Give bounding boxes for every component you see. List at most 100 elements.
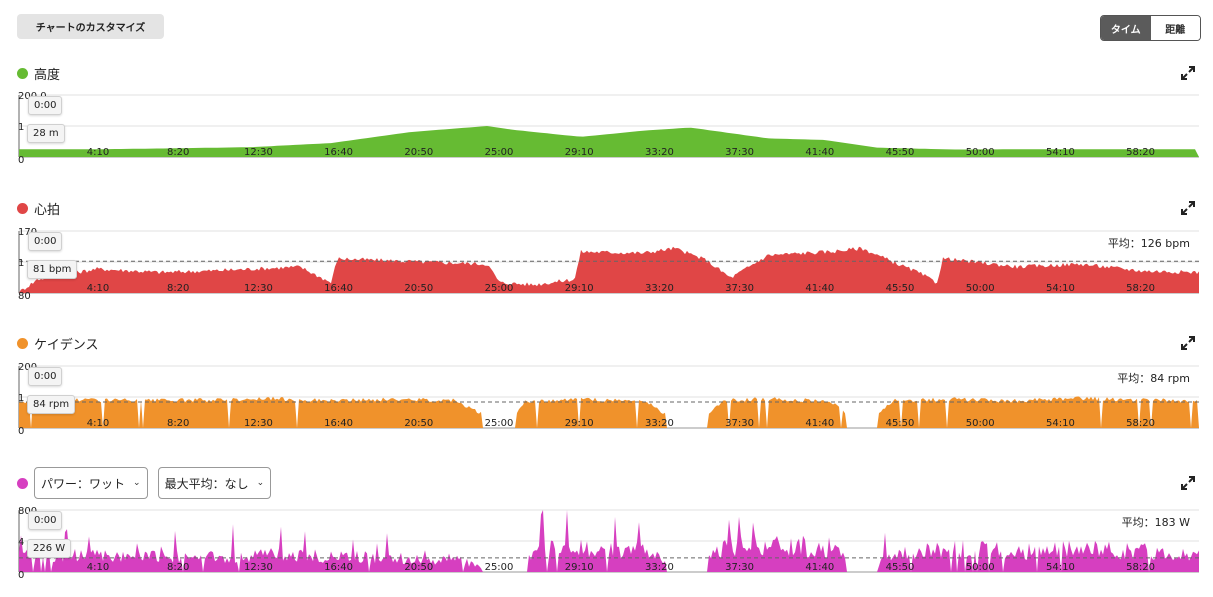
y-tick-label: 0 — [18, 155, 24, 166]
x-tick-label: 16:40 — [324, 562, 353, 573]
average-label: 平均：84 rpm — [1117, 372, 1190, 385]
x-tick-label: 54:10 — [1046, 147, 1075, 158]
x-tick-label: 41:40 — [805, 283, 834, 294]
x-tick-label: 33:20 — [645, 418, 674, 429]
x-tick-label: 8:20 — [167, 418, 189, 429]
y-tick-label: 1 — [18, 258, 24, 269]
y-tick-label: 1 — [18, 393, 24, 404]
panel-header: パワー：ワット ⌄ 最大平均：なし ⌄ — [17, 466, 281, 500]
x-tick-label: 25:00 — [485, 418, 514, 429]
max-average-dropdown[interactable]: 最大平均：なし ⌄ — [157, 467, 272, 499]
x-tick-label: 50:00 — [966, 283, 995, 294]
x-tick-label: 58:20 — [1126, 147, 1155, 158]
tooltip-value: 81 bpm — [27, 260, 78, 279]
distance-toggle-button[interactable]: 距離 — [1150, 16, 1200, 40]
panel-title: 心拍 — [34, 202, 61, 218]
x-tick-label: 20:50 — [404, 562, 433, 573]
x-tick-label: 4:10 — [87, 418, 109, 429]
metric-dropdown[interactable]: パワー：ワット ⌄ — [34, 467, 148, 499]
x-tick-label: 20:50 — [404, 418, 433, 429]
x-tick-label: 54:10 — [1046, 562, 1075, 573]
x-tick-label: 33:20 — [645, 147, 674, 158]
x-tick-label: 29:10 — [565, 147, 594, 158]
power-panel: パワー：ワット ⌄ 最大平均：なし ⌄ — [0, 466, 1213, 586]
x-tick-label: 8:20 — [167, 283, 189, 294]
x-tick-label: 50:00 — [966, 562, 995, 573]
x-tick-label: 45:50 — [886, 418, 915, 429]
x-tick-label: 12:30 — [244, 147, 273, 158]
x-tick-label: 33:20 — [645, 283, 674, 294]
panel-title: ケイデンス — [34, 337, 99, 353]
x-tick-label: 12:30 — [244, 418, 273, 429]
x-tick-label: 20:50 — [404, 147, 433, 158]
tooltip-time: 0:00 — [28, 511, 63, 530]
tooltip-time: 0:00 — [28, 96, 63, 115]
chevron-down-icon: ⌄ — [256, 478, 265, 488]
max-average-dropdown-value: 最大平均：なし — [164, 476, 249, 491]
chevron-down-icon: ⌄ — [133, 478, 141, 488]
cadence-area-series — [19, 396, 1199, 428]
customize-chart-button[interactable]: チャートのカスタマイズ — [17, 14, 164, 39]
x-tick-label: 25:00 — [485, 283, 514, 294]
x-tick-label: 50:00 — [966, 418, 995, 429]
y-tick-label: 0 — [18, 570, 24, 581]
expand-icon[interactable] — [1181, 476, 1195, 490]
x-tick-label: 29:10 — [565, 283, 594, 294]
x-tick-label: 4:10 — [87, 562, 109, 573]
time-distance-toggle: タイム 距離 — [1100, 15, 1201, 41]
x-tick-label: 54:10 — [1046, 418, 1075, 429]
x-tick-label: 45:50 — [886, 147, 915, 158]
x-tick-label: 45:50 — [886, 562, 915, 573]
y-tick-label: 1 — [18, 122, 24, 133]
x-tick-label: 37:30 — [725, 147, 754, 158]
x-tick-label: 25:00 — [485, 147, 514, 158]
panel-header: 高度 — [17, 58, 60, 88]
x-tick-label: 20:50 — [404, 283, 433, 294]
x-tick-label: 58:20 — [1126, 562, 1155, 573]
y-tick-label: 4 — [18, 537, 24, 548]
x-tick-label: 58:20 — [1126, 418, 1155, 429]
panel-header: ケイデンス — [17, 328, 98, 358]
metric-dropdown-value: パワー：ワット — [41, 476, 126, 491]
x-tick-label: 29:10 — [565, 418, 594, 429]
x-tick-label: 58:20 — [1126, 283, 1155, 294]
heart_rate-area-series — [19, 246, 1199, 293]
x-tick-label: 25:00 — [485, 562, 514, 573]
average-label: 平均：126 bpm — [1108, 237, 1190, 250]
x-tick-label: 45:50 — [886, 283, 915, 294]
expand-icon[interactable] — [1181, 66, 1195, 80]
tooltip-value: 84 rpm — [27, 395, 76, 414]
expand-icon[interactable] — [1181, 201, 1195, 215]
average-label: 平均：183 W — [1122, 516, 1190, 529]
x-tick-label: 37:30 — [725, 418, 754, 429]
panel-title: 高度 — [34, 67, 61, 83]
x-tick-label: 16:40 — [324, 418, 353, 429]
expand-icon[interactable] — [1181, 336, 1195, 350]
heart_rate-chart: 平均：126 bpm 170 1 80 4:10 8:20 12:30 16:40 20:50 2… — [18, 227, 1199, 302]
x-tick-label: 12:30 — [244, 283, 273, 294]
y-tick-label: 800 — [18, 506, 37, 517]
x-tick-label: 54:10 — [1046, 283, 1075, 294]
time-toggle-button[interactable]: タイム — [1101, 16, 1151, 40]
altitude-panel: 高度 — [0, 58, 1213, 168]
y-tick-label: 170 — [18, 227, 37, 238]
power-area-series — [19, 510, 1199, 572]
x-tick-label: 8:20 — [167, 147, 189, 158]
series-color-dot — [17, 477, 28, 489]
cadence-panel: ケイデンス — [0, 328, 1213, 438]
series-color-dot — [17, 67, 28, 79]
x-tick-label: 16:40 — [324, 283, 353, 294]
x-tick-label: 37:30 — [725, 283, 754, 294]
series-color-dot — [17, 337, 28, 349]
tooltip-time: 0:00 — [28, 367, 63, 386]
x-tick-label: 12:30 — [244, 562, 273, 573]
series-color-dot — [17, 202, 28, 214]
tooltip-time: 0:00 — [28, 232, 63, 251]
tooltip-value: 226 W — [27, 539, 72, 558]
x-tick-label: 4:10 — [87, 283, 109, 294]
x-tick-label: 29:10 — [565, 562, 594, 573]
power-chart: 平均：183 W 800 4 0 4:10 8:20 12:30 16:40 20:50 25:0… — [18, 506, 1199, 581]
x-tick-label: 37:30 — [725, 562, 754, 573]
y-tick-label: 200 — [18, 362, 37, 373]
x-tick-label: 50:00 — [966, 147, 995, 158]
